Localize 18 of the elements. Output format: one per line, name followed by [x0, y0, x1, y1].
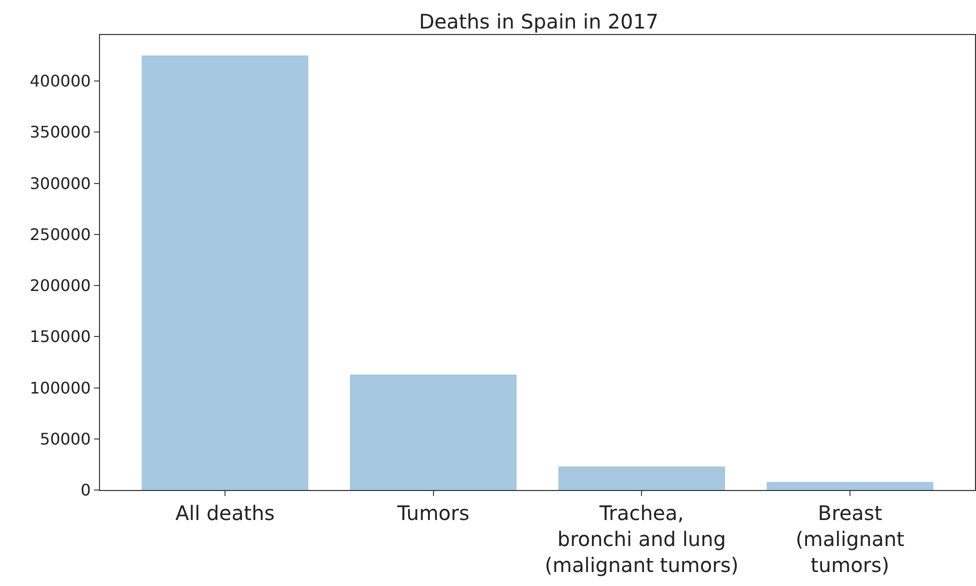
- y-tick-label: 100000: [30, 378, 91, 398]
- y-tick-label: 0: [80, 480, 91, 500]
- y-tick-label: 150000: [30, 327, 91, 346]
- y-tick-label: 350000: [30, 122, 91, 142]
- bar: [558, 466, 725, 490]
- y-tick-label: 400000: [30, 72, 91, 91]
- bar: [766, 482, 934, 490]
- bar: [350, 374, 517, 490]
- bar: [142, 55, 308, 490]
- chart-title: Deaths in Spain in 2017: [418, 10, 659, 34]
- y-tick-label: 300000: [30, 174, 91, 193]
- y-tick-label: 50000: [40, 429, 91, 448]
- x-tick-label: Trachea, bronchi and lung (malignant tumors): [544, 501, 739, 577]
- y-tick-label: 250000: [30, 224, 91, 244]
- x-tick-label: All deaths: [175, 501, 275, 525]
- x-tick-label: Tumors: [396, 501, 470, 525]
- x-tick-label: Breast (malignant tumors): [796, 501, 905, 577]
- y-tick-label: 200000: [30, 276, 91, 296]
